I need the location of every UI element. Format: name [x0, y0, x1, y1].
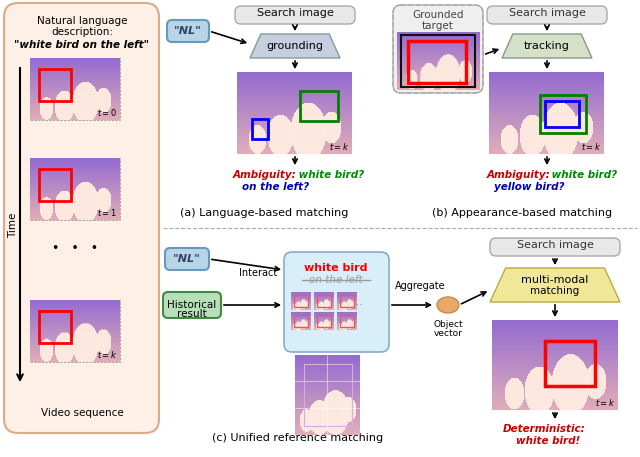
Text: Search image: Search image [509, 8, 586, 18]
Bar [38, 310, 70, 342]
Text: Search image: Search image [257, 8, 333, 18]
Text: $t = 1$: $t = 1$ [97, 207, 118, 218]
Bar [545, 101, 579, 127]
Bar [408, 41, 465, 83]
Text: $t = k$: $t = k$ [97, 349, 118, 360]
Bar [540, 95, 586, 133]
Text: Grounded: Grounded [412, 10, 464, 20]
Text: Aggregate: Aggregate [395, 281, 445, 291]
Text: ...: ... [353, 297, 364, 307]
Bar [339, 314, 353, 326]
Text: $t = k$: $t = k$ [595, 397, 616, 408]
Bar [401, 34, 474, 86]
Ellipse shape [437, 297, 459, 313]
Bar [30, 158, 120, 220]
Text: "NL": "NL" [173, 254, 201, 264]
Text: Natural language: Natural language [36, 16, 127, 26]
FancyBboxPatch shape [393, 5, 483, 93]
Text: Interact: Interact [239, 268, 277, 278]
Text: Historical: Historical [168, 300, 216, 310]
Text: (a) Language-based matching: (a) Language-based matching [180, 208, 348, 218]
Bar [300, 90, 337, 121]
Text: $t = k$: $t = k$ [581, 140, 602, 152]
Bar [38, 169, 70, 201]
Text: on the left: on the left [309, 275, 363, 285]
Text: tracking: tracking [524, 41, 570, 51]
Text: target: target [422, 21, 454, 31]
FancyBboxPatch shape [235, 6, 355, 24]
Text: Ambiguity:: Ambiguity: [233, 170, 297, 180]
Bar [317, 294, 330, 307]
Text: Time: Time [8, 213, 18, 238]
FancyBboxPatch shape [487, 6, 607, 24]
FancyBboxPatch shape [165, 248, 209, 270]
Text: Ambiguity:: Ambiguity: [487, 170, 551, 180]
Text: "white bird on the left": "white bird on the left" [15, 40, 150, 50]
Text: "NL": "NL" [174, 26, 202, 36]
Text: Object: Object [433, 320, 463, 329]
Text: on the left?: on the left? [242, 182, 309, 192]
Text: $t = 0$: $t = 0$ [97, 106, 118, 117]
Polygon shape [502, 34, 592, 58]
Bar [317, 314, 330, 326]
Text: yellow bird?: yellow bird? [494, 182, 564, 192]
Bar [545, 340, 595, 386]
Bar [303, 363, 351, 425]
Text: multi-modal: multi-modal [522, 275, 589, 285]
FancyBboxPatch shape [4, 3, 159, 433]
Bar [252, 118, 268, 138]
Text: grounding: grounding [266, 41, 323, 51]
Text: vector: vector [433, 329, 463, 338]
Text: (b) Appearance-based matching: (b) Appearance-based matching [432, 208, 612, 218]
Bar [38, 69, 70, 101]
Text: Video sequence: Video sequence [40, 408, 124, 418]
Bar [339, 294, 353, 307]
Bar [294, 294, 307, 307]
Text: matching: matching [531, 286, 580, 296]
Text: result: result [177, 309, 207, 319]
FancyBboxPatch shape [490, 238, 620, 256]
Bar [30, 300, 120, 362]
Text: white bird!: white bird! [516, 436, 580, 446]
Text: description:: description: [51, 27, 113, 37]
FancyBboxPatch shape [284, 252, 389, 352]
FancyBboxPatch shape [163, 292, 221, 318]
Polygon shape [490, 268, 620, 302]
Text: Search image: Search image [257, 8, 333, 18]
Bar [30, 58, 120, 120]
Text: Deterministic:: Deterministic: [503, 424, 586, 434]
Text: white bird: white bird [304, 263, 368, 273]
Text: (c) Unified reference matching: (c) Unified reference matching [212, 433, 383, 443]
Text: $t = k$: $t = k$ [329, 140, 349, 152]
Text: white bird?: white bird? [548, 170, 617, 180]
Text: white bird?: white bird? [295, 170, 364, 180]
Text: Search image: Search image [516, 240, 593, 250]
FancyBboxPatch shape [167, 20, 209, 42]
Polygon shape [250, 34, 340, 58]
Bar [294, 314, 307, 326]
Text: •   •   •: • • • [52, 241, 98, 255]
